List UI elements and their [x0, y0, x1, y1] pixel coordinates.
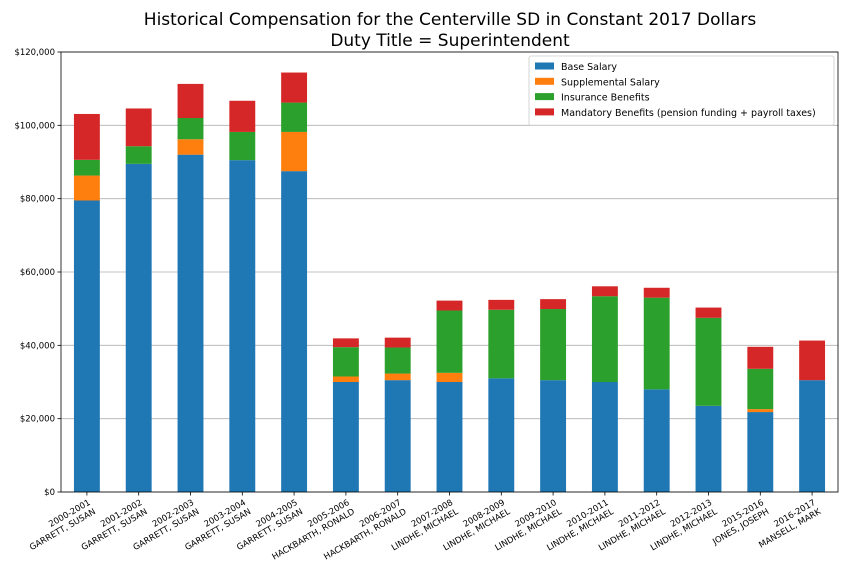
legend: Base Salary Supplemental Salary Insurance … [528, 55, 835, 126]
bar-segment-1 [540, 380, 567, 492]
bar-segment-3 [436, 310, 463, 373]
bar-segment-1 [643, 389, 670, 492]
chart-subtitle: Duty Title = Superintendent [330, 31, 570, 51]
legend-label: Supplemental Salary [561, 77, 660, 88]
bar-segment-3 [747, 368, 774, 410]
y-tick-label: $0 [44, 488, 55, 498]
bar-segment-3 [229, 131, 256, 161]
legend-label: Mandatory Benefits (pension funding + pa… [561, 108, 816, 119]
bar-segment-3 [177, 118, 204, 140]
bars [73, 72, 826, 493]
bar-segment-1 [177, 154, 204, 492]
y-axis: $0 $20,000 $40,000 $60,000 $80,000 $100,000 $1… [14, 48, 61, 498]
bar-segment-4 [177, 83, 204, 118]
bar-segment-3 [695, 317, 722, 406]
bar-segment-3 [643, 297, 670, 390]
bar-segment-1 [591, 382, 618, 492]
bar-segment-1 [281, 171, 308, 492]
legend-box [528, 55, 835, 126]
bar-segment-4 [488, 299, 515, 310]
legend-swatch [535, 62, 554, 70]
bar-segment-1 [747, 412, 774, 492]
bar-segment-3 [281, 102, 308, 132]
bar-segment-1 [229, 160, 256, 492]
bar-segment-3 [540, 309, 567, 381]
bar-segment-4 [73, 113, 100, 160]
legend-swatch [535, 108, 554, 116]
bar-segment-1 [332, 382, 359, 492]
bar-segment-4 [384, 337, 411, 348]
y-tick-label: $120,000 [14, 48, 55, 58]
legend-label: Insurance Benefits [561, 93, 650, 104]
x-axis: 2000-2001GARRETT, SUSAN 2001-2002GARRETT,… [28, 492, 823, 562]
bar-segment-4 [643, 287, 670, 298]
y-tick-label: $20,000 [20, 415, 55, 425]
bar-segment-3 [591, 296, 618, 382]
legend-swatch [535, 77, 554, 85]
bar-segment-4 [332, 338, 359, 348]
y-tick-label: $80,000 [20, 195, 55, 205]
y-tick-label: $100,000 [14, 121, 55, 131]
bar-segment-3 [488, 309, 515, 379]
bar-segment-4 [281, 72, 308, 103]
bar-segment-4 [540, 299, 567, 310]
bar-segment-4 [436, 300, 463, 311]
bar-segment-4 [591, 286, 618, 297]
bar-segment-2 [281, 131, 308, 172]
bar-segment-3 [73, 159, 100, 176]
bar-segment-2 [384, 373, 411, 381]
bar-segment-4 [747, 346, 774, 369]
bar-segment-1 [73, 200, 100, 492]
legend-label: Base Salary [561, 62, 617, 73]
bar-segment-1 [125, 163, 152, 493]
legend-swatch [535, 93, 554, 101]
bar-segment-2 [436, 372, 463, 382]
y-tick-label: $60,000 [20, 268, 55, 278]
bar-segment-1 [384, 380, 411, 492]
bar-segment-2 [747, 409, 774, 413]
bar-segment-1 [436, 382, 463, 492]
chart-title: Historical Compensation for the Centervi… [144, 10, 757, 30]
bar-segment-3 [384, 347, 411, 374]
bar-segment-4 [229, 100, 256, 132]
bar-segment-1 [695, 405, 722, 492]
bar-segment-4 [125, 108, 152, 147]
bar-segment-4 [799, 340, 826, 381]
bar-segment-1 [799, 380, 826, 492]
bar-segment-3 [332, 347, 359, 377]
bar-segment-2 [177, 139, 204, 155]
bar-segment-1 [488, 378, 515, 492]
y-tick-label: $40,000 [20, 341, 55, 351]
bar-segment-3 [125, 146, 152, 164]
bar-segment-4 [695, 307, 722, 318]
bar-segment-2 [73, 175, 100, 201]
bar-segment-2 [332, 376, 359, 382]
